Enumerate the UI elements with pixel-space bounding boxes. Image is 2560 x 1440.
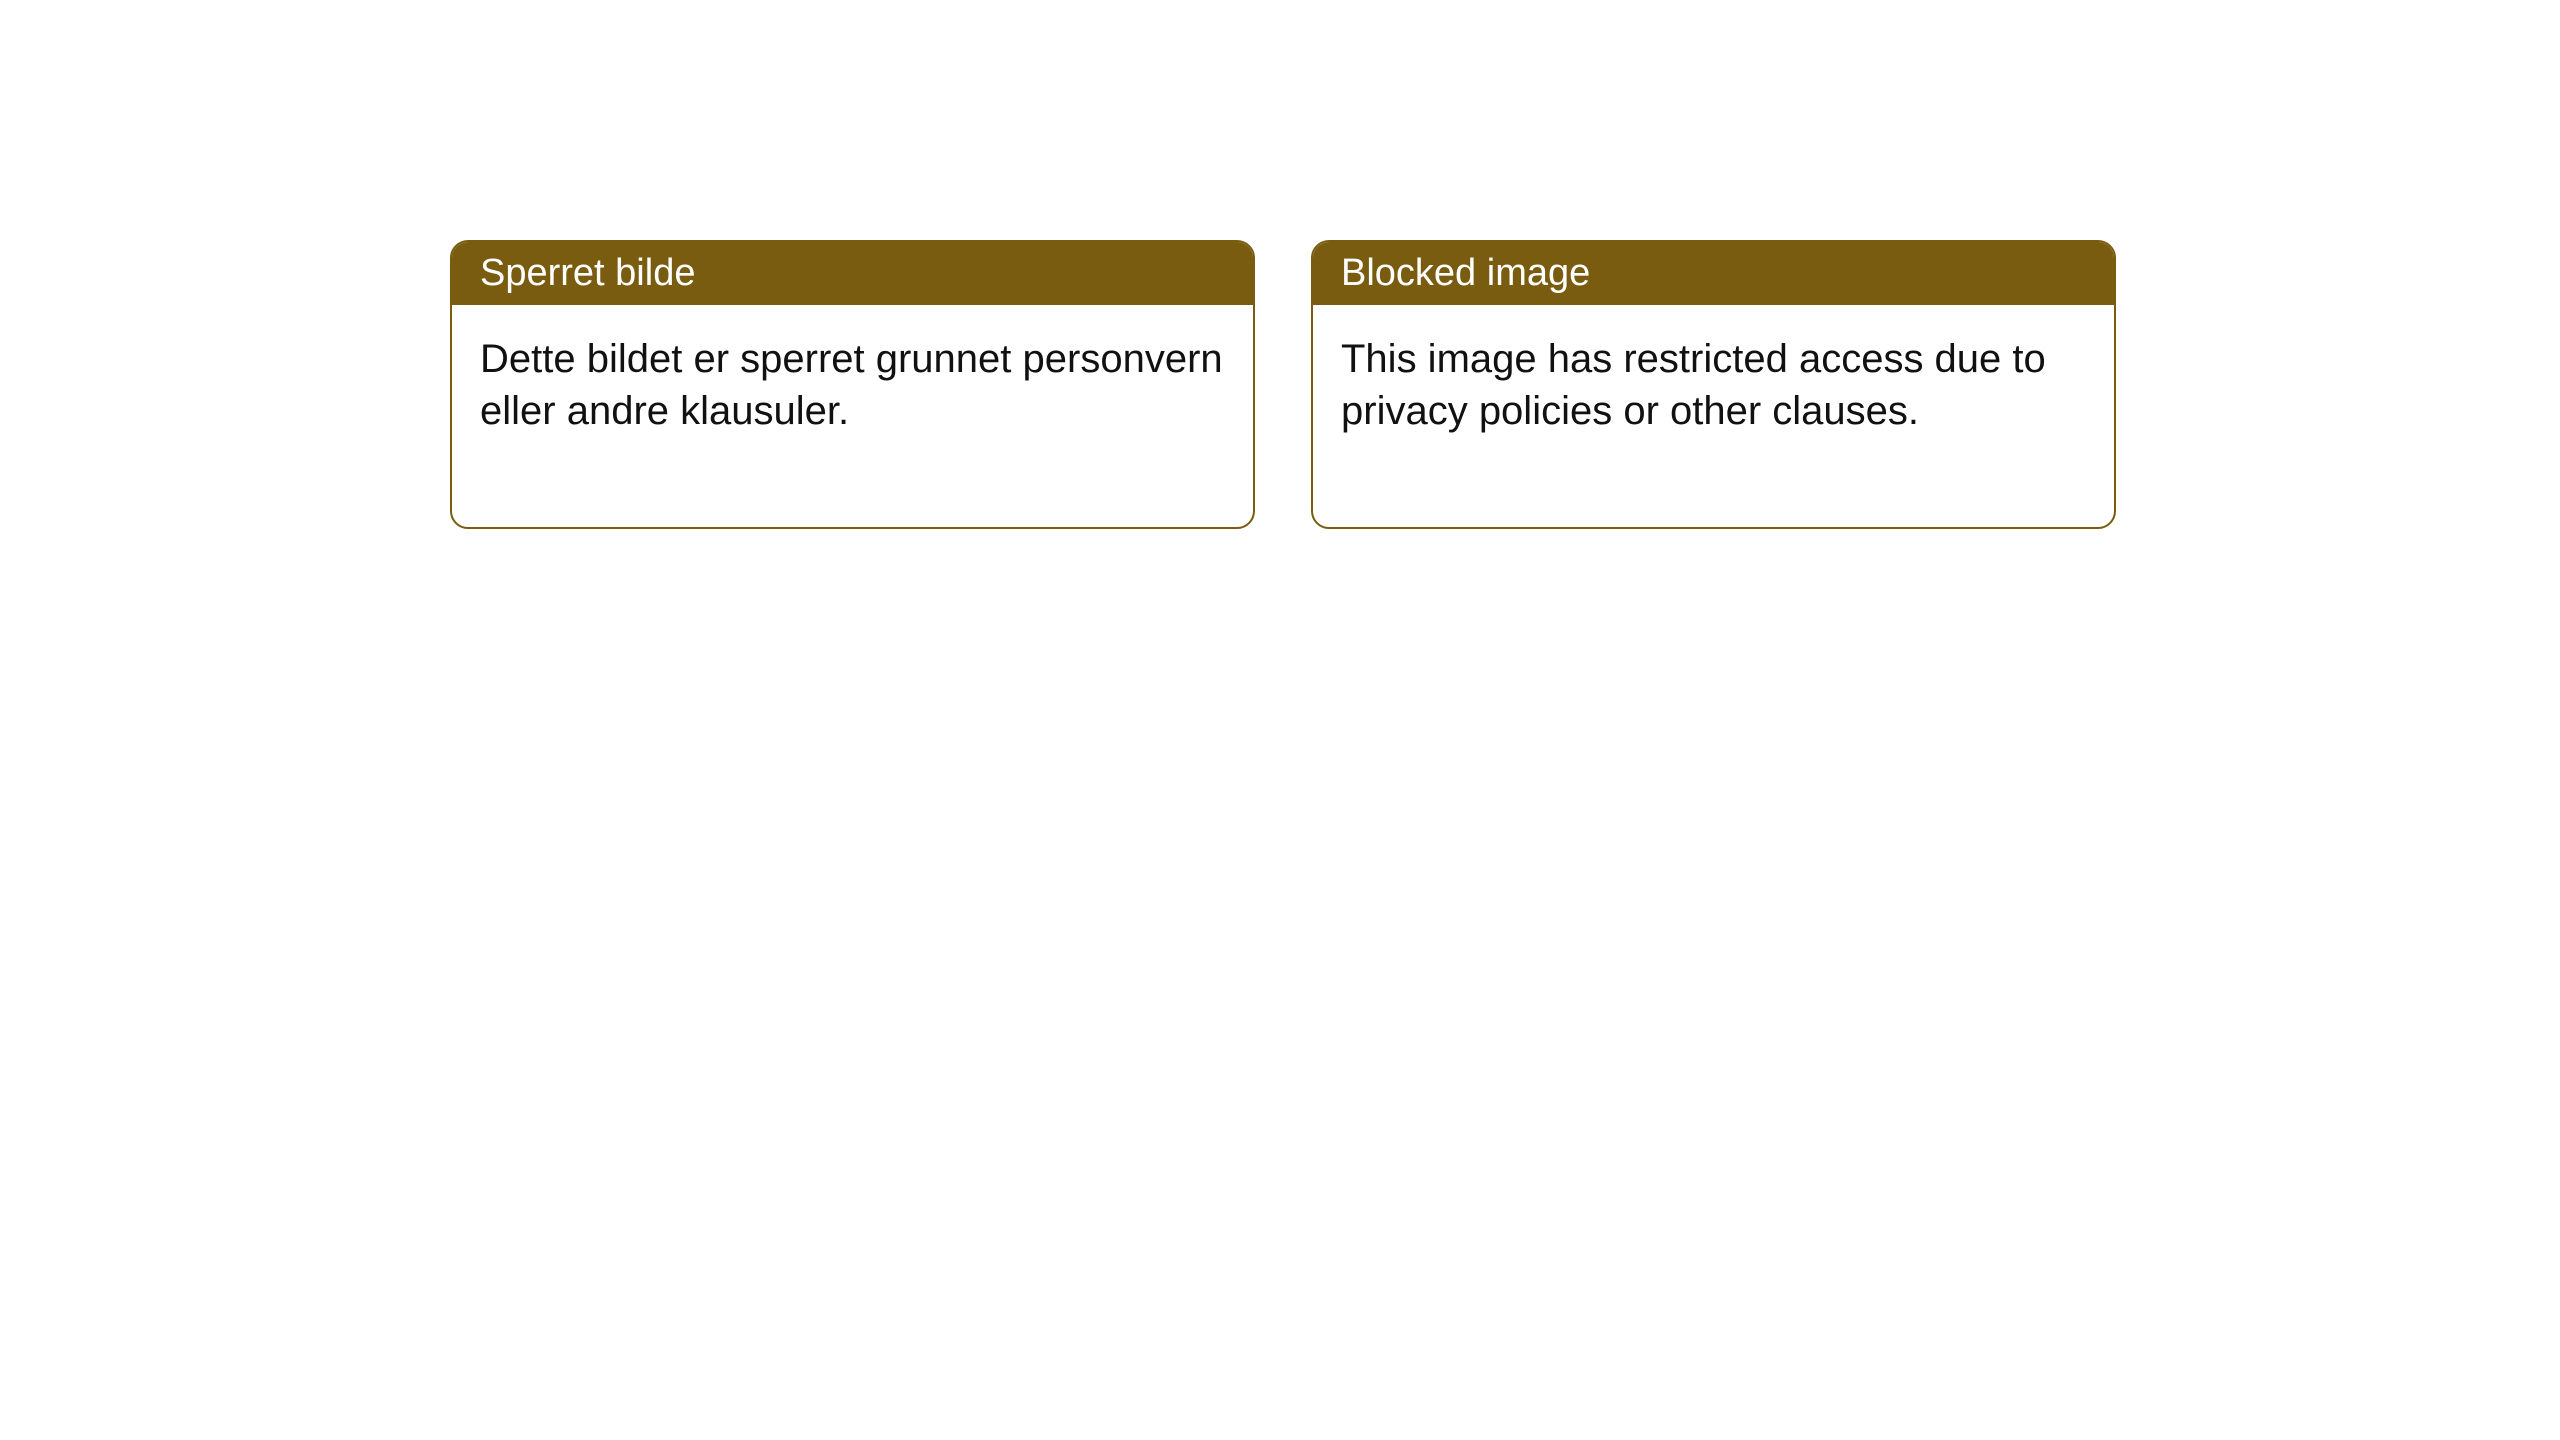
notice-body: Dette bildet er sperret grunnet personve… <box>452 305 1253 527</box>
notice-container: Sperret bilde Dette bildet er sperret gr… <box>450 240 2116 529</box>
notice-title: Blocked image <box>1341 252 1590 294</box>
notice-card-norwegian: Sperret bilde Dette bildet er sperret gr… <box>450 240 1255 529</box>
notice-body-text: Dette bildet er sperret grunnet personve… <box>480 337 1223 433</box>
notice-body-text: This image has restricted access due to … <box>1341 337 2046 433</box>
notice-header: Blocked image <box>1313 242 2114 305</box>
notice-title: Sperret bilde <box>480 252 695 294</box>
notice-header: Sperret bilde <box>452 242 1253 305</box>
notice-card-english: Blocked image This image has restricted … <box>1311 240 2116 529</box>
notice-body: This image has restricted access due to … <box>1313 305 2114 527</box>
